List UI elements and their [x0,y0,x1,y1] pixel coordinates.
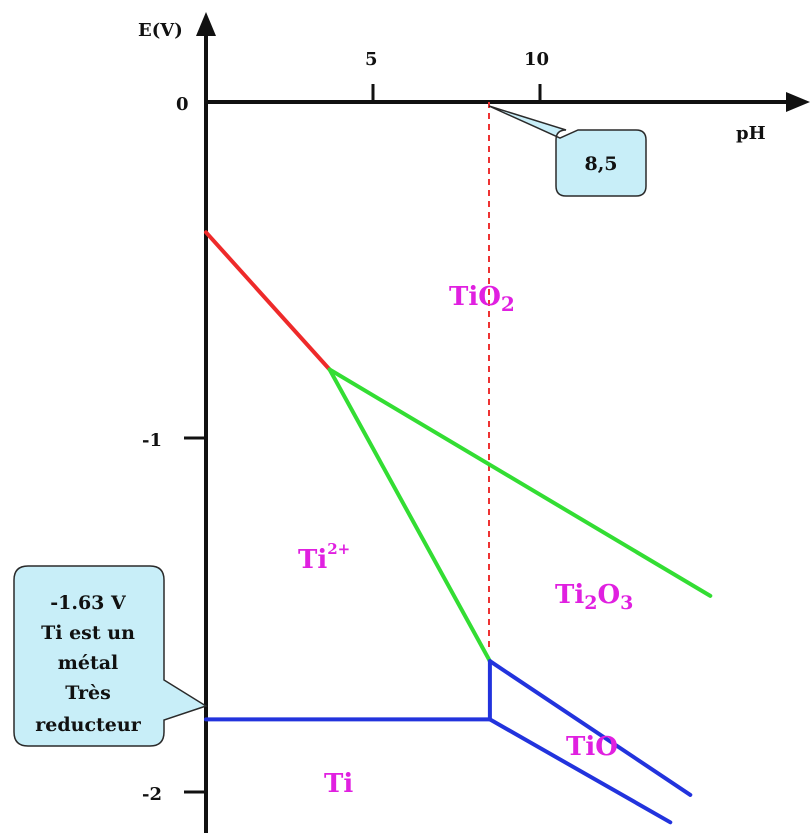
x-axis-arrow-icon [786,92,810,112]
callout-ph-boundary-shape [488,105,647,197]
region-label-tio2-sub: 2 [501,292,515,316]
region-label-ti: Ti [324,769,353,799]
equilibrium-line-6 [487,659,693,797]
x-axis-label: pH [736,123,766,144]
callout-ti-potential-line-3: métal [58,652,119,674]
equilibrium-line-7 [487,717,673,825]
origin-label: 0 [176,94,189,115]
callout-ph-boundary-text: 8,5 [584,153,617,175]
region-label-ti2o3: Ti2O3 [555,580,633,614]
y-axis-label: E(V) [138,20,183,41]
x-tick-label-5: 5 [365,49,378,70]
y-tick-label-minus2: -2 [142,784,162,805]
y-axis-arrow-icon [196,12,216,36]
callout-ti-potential-line-2: Ti est un [41,622,135,644]
y-tick-label-minus1: -1 [142,430,162,451]
callout-ti-potential-shape [13,565,208,747]
callout-ti-potential-line-4: Très [65,682,111,704]
region-label-ti2o3-c: O [597,580,620,610]
region-label-tio2: TiO2 [449,282,515,316]
region-label-ti2o3-b: 2 [584,592,597,614]
region-label-ti2o3-a: Ti [555,580,584,610]
region-label-ti2plus-sup: 2+ [327,540,350,558]
region-label-ti2plus: Ti2+ [298,540,350,575]
region-label-tio2-main: TiO [449,282,501,312]
callout-ti-potential-line-5: reducteur [35,714,141,736]
equilibrium-line-3 [327,367,492,664]
equilibrium-line-2 [327,367,713,598]
callout-ti-potential-line-1: -1.63 V [50,592,127,614]
region-label-ti2plus-main: Ti [298,545,327,575]
x-tick-label-10: 10 [524,49,549,70]
region-label-ti2o3-d: 3 [620,592,633,614]
callout-ph-boundary: 8,5 [488,105,647,197]
equilibrium-lines [204,230,713,825]
region-label-tio: TiO [566,732,618,762]
equilibrium-line-1 [204,230,332,372]
callout-ti-potential: -1.63 V Ti est un métal Très reducteur [13,565,208,747]
